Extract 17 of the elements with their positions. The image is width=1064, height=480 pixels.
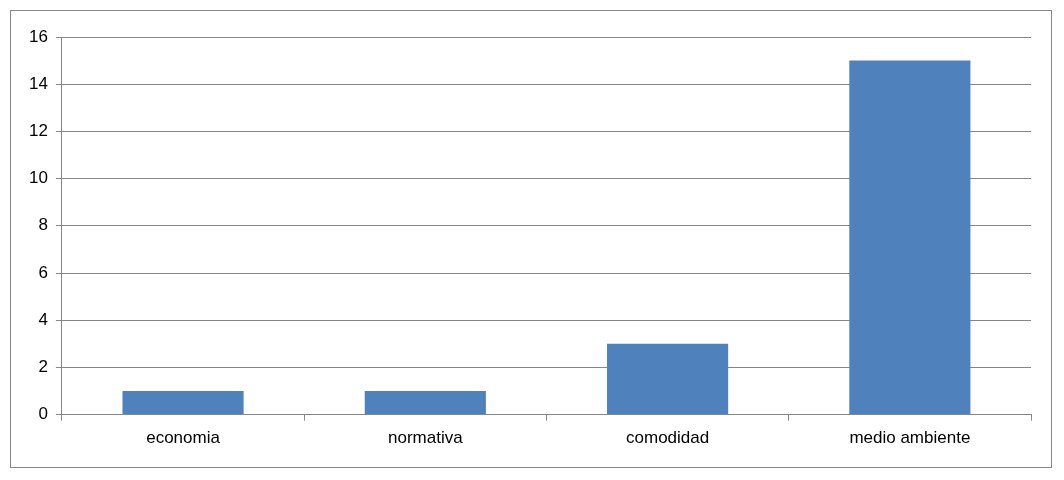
x-tick-label: economia xyxy=(146,428,221,448)
x-tick-label: normativa xyxy=(388,428,464,448)
x-tick-label: comodidad xyxy=(626,428,710,448)
bar xyxy=(607,343,729,415)
bar xyxy=(364,391,486,415)
y-tick-label: 6 xyxy=(38,262,48,282)
y-tick-label: 12 xyxy=(28,121,48,141)
bar xyxy=(122,391,244,415)
y-tick-label: 8 xyxy=(38,215,48,235)
y-tick-label: 16 xyxy=(28,26,48,46)
y-tick-label: 4 xyxy=(38,309,48,329)
y-tick-label: 10 xyxy=(28,168,48,188)
x-tick-label: medio ambiente xyxy=(849,428,971,448)
y-tick-label: 0 xyxy=(38,404,48,424)
bar xyxy=(849,60,971,415)
y-tick-label: 2 xyxy=(38,357,48,377)
y-tick-label: 14 xyxy=(28,73,48,93)
